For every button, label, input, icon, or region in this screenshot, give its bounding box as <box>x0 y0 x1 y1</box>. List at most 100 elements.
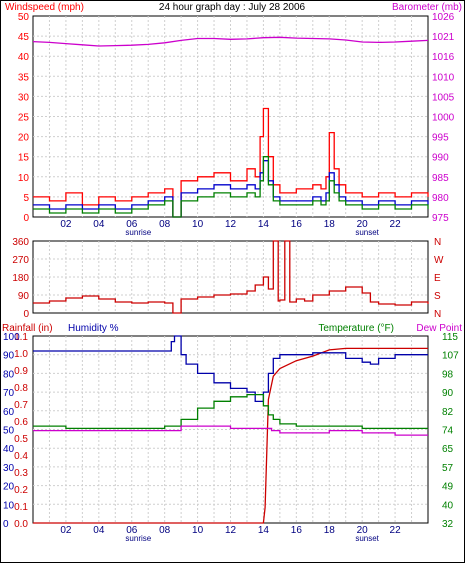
temp-ytick-40: 40 <box>442 500 454 511</box>
rt-xtick-10: 10 <box>192 525 204 536</box>
baro-ytick-1000: 1000 <box>432 113 455 124</box>
wind-xtick-04: 04 <box>93 219 105 230</box>
rt-xtick-16: 16 <box>291 525 303 536</box>
wind-sunset-label: sunset <box>355 228 379 237</box>
rt-xtick-02: 02 <box>60 525 72 536</box>
barometer-line <box>32 36 429 47</box>
wind-ytick-40: 40 <box>18 52 30 63</box>
rain-ytick-0.9: 0.9 <box>14 366 28 377</box>
dir-ytick-270: 270 <box>12 255 29 266</box>
temp-ytick-82: 82 <box>442 407 454 418</box>
wind-ytick-20: 20 <box>18 133 30 144</box>
dir-compass-4: N <box>434 237 441 248</box>
temp-ytick-65: 65 <box>442 444 454 455</box>
rt-xtick-14: 14 <box>258 525 270 536</box>
hum-ytick-40: 40 <box>3 444 15 455</box>
hum-ytick-20: 20 <box>3 482 15 493</box>
wind-xtick-18: 18 <box>324 219 336 230</box>
rt-xtick-20: 20 <box>357 525 369 536</box>
wind-ytick-10: 10 <box>18 173 30 184</box>
rain-ytick-0.6: 0.6 <box>14 417 28 428</box>
dewpoint-line <box>33 425 428 436</box>
dir-compass-3: W <box>434 255 444 266</box>
hum-ytick-60: 60 <box>3 407 15 418</box>
hum-ytick-0: 0 <box>3 519 9 530</box>
rt-sunrise-label: sunrise <box>125 534 151 543</box>
wind-xtick-10: 10 <box>192 219 204 230</box>
wind-xtick-08: 08 <box>159 219 171 230</box>
wind-speed-line <box>33 160 429 218</box>
barometer-axis-label: Barometer (mb) <box>392 2 462 13</box>
rt-xtick-06: 06 <box>126 525 138 536</box>
baro-ytick-1010: 1010 <box>432 72 455 83</box>
rain-ytick-0.2: 0.2 <box>14 485 28 496</box>
dir-compass-2: E <box>434 273 441 284</box>
wind-xtick-16: 16 <box>291 219 303 230</box>
wind-ytick-5: 5 <box>23 193 29 204</box>
dir-compass-0: N <box>434 309 441 320</box>
chart-title: 24 hour graph day : July 28 2006 <box>159 2 306 13</box>
dir-ytick-180: 180 <box>12 273 29 284</box>
hum-ytick-90: 90 <box>3 351 15 362</box>
rain-ytick-0.8: 0.8 <box>14 383 28 394</box>
rain-ytick-1.0: 1.0 <box>14 349 28 360</box>
temp-ytick-107: 107 <box>442 351 459 362</box>
rain-ytick-0.3: 0.3 <box>14 468 28 479</box>
baro-ytick-975: 975 <box>432 213 449 224</box>
wind-xtick-22: 22 <box>390 219 402 230</box>
baro-ytick-990: 990 <box>432 153 449 164</box>
baro-ytick-985: 985 <box>432 173 449 184</box>
rt-xtick-18: 18 <box>324 525 336 536</box>
dir-ytick-0: 0 <box>23 309 29 320</box>
rain-ytick-0.0: 0.0 <box>14 519 28 530</box>
wind-xtick-12: 12 <box>225 219 237 230</box>
baro-ytick-1026: 1026 <box>432 12 455 23</box>
rt-xtick-08: 08 <box>159 525 171 536</box>
rainfall-line <box>33 347 428 524</box>
wind-ytick-25: 25 <box>18 113 30 124</box>
temperature-axis-label: Temperature (°F) <box>318 323 394 334</box>
baro-ytick-1005: 1005 <box>432 92 455 103</box>
temp-ytick-49: 49 <box>442 482 454 493</box>
wind-ytick-15: 15 <box>18 153 30 164</box>
windspeed-axis-label: Windspeed (mph) <box>5 2 84 13</box>
wind-xtick-14: 14 <box>258 219 270 230</box>
wind-ytick-30: 30 <box>18 92 30 103</box>
temp-ytick-74: 74 <box>442 426 454 437</box>
rain-ytick-0.7: 0.7 <box>14 400 28 411</box>
temp-ytick-115: 115 <box>442 332 458 343</box>
wind-avg-line <box>33 156 429 218</box>
hum-ytick-80: 80 <box>3 369 15 380</box>
dir-ytick-90: 90 <box>18 291 30 302</box>
baro-ytick-995: 995 <box>432 133 449 144</box>
hum-ytick-70: 70 <box>3 388 15 399</box>
wind-xtick-20: 20 <box>357 219 369 230</box>
dir-compass-1: S <box>434 291 441 302</box>
wind-xtick-02: 02 <box>60 219 72 230</box>
wind-direction-line <box>33 240 429 314</box>
rt-xtick-12: 12 <box>225 525 237 536</box>
rainfall-axis-label: Rainfall (in) <box>2 323 53 334</box>
rain-ytick-1.1: 1.1 <box>14 332 28 343</box>
rain-ytick-0.1: 0.1 <box>14 502 28 513</box>
wind-ytick-0: 0 <box>23 213 29 224</box>
humidity-line <box>33 335 428 403</box>
dewpoint-axis-label: Dew Point <box>416 323 462 334</box>
hum-ytick-100: 100 <box>3 332 20 343</box>
temperature-line <box>33 393 428 430</box>
temp-ytick-32: 32 <box>442 519 454 530</box>
wind-ytick-45: 45 <box>18 32 30 43</box>
dir-ytick-360: 360 <box>12 237 29 248</box>
temp-ytick-90: 90 <box>442 388 454 399</box>
hum-ytick-30: 30 <box>3 463 15 474</box>
baro-ytick-1016: 1016 <box>432 52 455 63</box>
temp-ytick-57: 57 <box>442 463 454 474</box>
temp-ytick-98: 98 <box>442 369 454 380</box>
rain-ytick-0.5: 0.5 <box>14 434 28 445</box>
baro-ytick-1021: 1021 <box>432 32 455 43</box>
rt-xtick-04: 04 <box>93 525 105 536</box>
humidity-axis-label: Humidity % <box>68 323 119 334</box>
rt-sunset-label: sunset <box>355 534 379 543</box>
hum-ytick-50: 50 <box>3 426 15 437</box>
